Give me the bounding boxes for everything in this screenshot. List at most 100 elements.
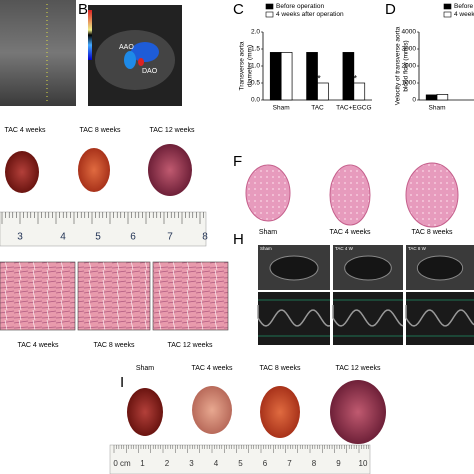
ruler-number: 6 [263, 459, 268, 468]
ruler-number: 8 [202, 232, 208, 243]
y-tick-label: 3000 [402, 46, 417, 53]
ruler-number: 3 [17, 232, 23, 243]
m-mode-wave [332, 305, 404, 327]
doppler-blue [124, 51, 136, 69]
heart-label: Sham [136, 365, 154, 372]
bar [436, 94, 449, 101]
ruler-number: 7 [287, 459, 292, 468]
histology-label: TAC 12 weeks [168, 342, 213, 349]
ruler-number: 0 cm [113, 459, 131, 468]
echo-label: Sham [260, 246, 272, 251]
panel-label: F [233, 153, 242, 170]
panel-label: B [78, 1, 88, 18]
legend-label: 4 weeks after operation [276, 11, 344, 18]
heart [192, 386, 232, 434]
doppler-red [138, 58, 144, 66]
m-mode-wave [405, 305, 474, 327]
heart-label: TAC 8 weeks [79, 127, 121, 134]
y-tick-label: 4000 [402, 29, 417, 36]
heart-label: TAC 4 weeks [191, 365, 233, 372]
ruler-number: 2 [165, 459, 170, 468]
echo-label: TAC 8 W [408, 246, 427, 251]
heart-section [245, 164, 291, 222]
bar [317, 82, 329, 101]
legend-swatch [265, 11, 274, 18]
heart-label: TAC 12 weeks [336, 365, 381, 372]
bar [306, 52, 318, 101]
legend-label: Before [454, 3, 474, 10]
histology [0, 261, 76, 331]
y-axis-label: Velocity of transverse aorta [395, 26, 402, 105]
panel-label: H [233, 231, 244, 248]
y-tick-label: 0 [412, 97, 416, 104]
ruler-number: 10 [359, 459, 368, 468]
panel-label: C [233, 1, 244, 18]
heart-section [329, 164, 371, 226]
ruler-number: 7 [167, 232, 173, 243]
heart [5, 151, 39, 193]
color-bar [88, 10, 92, 60]
vessel-label: AAO [119, 44, 134, 51]
y-axis-label: diameter (mm) [247, 45, 254, 87]
section-label: Sham [259, 229, 277, 236]
y-tick-label: 2000 [402, 63, 417, 70]
vessel-label: DAO [142, 68, 158, 75]
x-tick-label: Sham [429, 105, 446, 112]
bar [353, 82, 366, 101]
heart-label: TAC 4 weeks [4, 127, 46, 134]
heart-section [405, 162, 459, 228]
heart [330, 380, 386, 444]
x-tick-label: Sham [273, 105, 290, 112]
ruler-number: 4 [214, 459, 219, 468]
bar [280, 52, 293, 101]
echo-chamber [269, 255, 319, 281]
annotation: * [317, 73, 321, 83]
ultrasound-a [0, 0, 76, 106]
panel-label: I [120, 374, 124, 391]
y-tick-label: 1.0 [251, 63, 260, 70]
ruler-number: 9 [336, 459, 341, 468]
echo-chamber [344, 255, 392, 281]
bar [342, 52, 355, 101]
ruler-number: 5 [95, 232, 101, 243]
ruler-number: 5 [238, 459, 243, 468]
ruler-number: 8 [312, 459, 317, 468]
doppler-blue [131, 42, 159, 62]
section-label: TAC 8 weeks [411, 229, 453, 236]
bar [269, 52, 282, 101]
ruler [109, 444, 371, 474]
heart [148, 144, 192, 196]
y-tick-label: 1.5 [251, 46, 260, 53]
y-axis-label: Transverse aorta [239, 41, 246, 90]
heart [127, 388, 163, 436]
ruler-number: 6 [130, 232, 136, 243]
x-tick-label: TAC [311, 105, 324, 112]
legend-swatch [443, 3, 452, 10]
x-tick-label: TAC+EGCG [336, 105, 371, 112]
y-tick-label: 1000 [402, 80, 417, 87]
heart [260, 386, 300, 438]
bar [425, 94, 438, 101]
y-tick-label: 2.0 [251, 29, 260, 36]
legend-swatch [443, 11, 452, 18]
heart [78, 148, 110, 192]
m-mode-wave [257, 305, 331, 327]
legend-swatch [265, 3, 274, 10]
legend-label: Before operation [276, 3, 324, 10]
y-tick-label: 0.0 [251, 97, 260, 104]
heart-label: TAC 12 weeks [150, 127, 195, 134]
histology [152, 261, 229, 331]
panel-label: D [385, 1, 396, 18]
echo-chamber [416, 255, 464, 281]
histology-label: TAC 4 weeks [17, 342, 59, 349]
heart-label: TAC 8 weeks [259, 365, 301, 372]
y-axis-label: blood flow (mm/s) [403, 40, 410, 91]
ruler-number: 1 [140, 459, 145, 468]
histology-label: TAC 8 weeks [93, 342, 135, 349]
y-tick-label: 0.5 [251, 80, 260, 87]
annotation: * [354, 73, 358, 83]
ruler-number: 3 [189, 459, 194, 468]
ruler-number: 4 [60, 232, 66, 243]
